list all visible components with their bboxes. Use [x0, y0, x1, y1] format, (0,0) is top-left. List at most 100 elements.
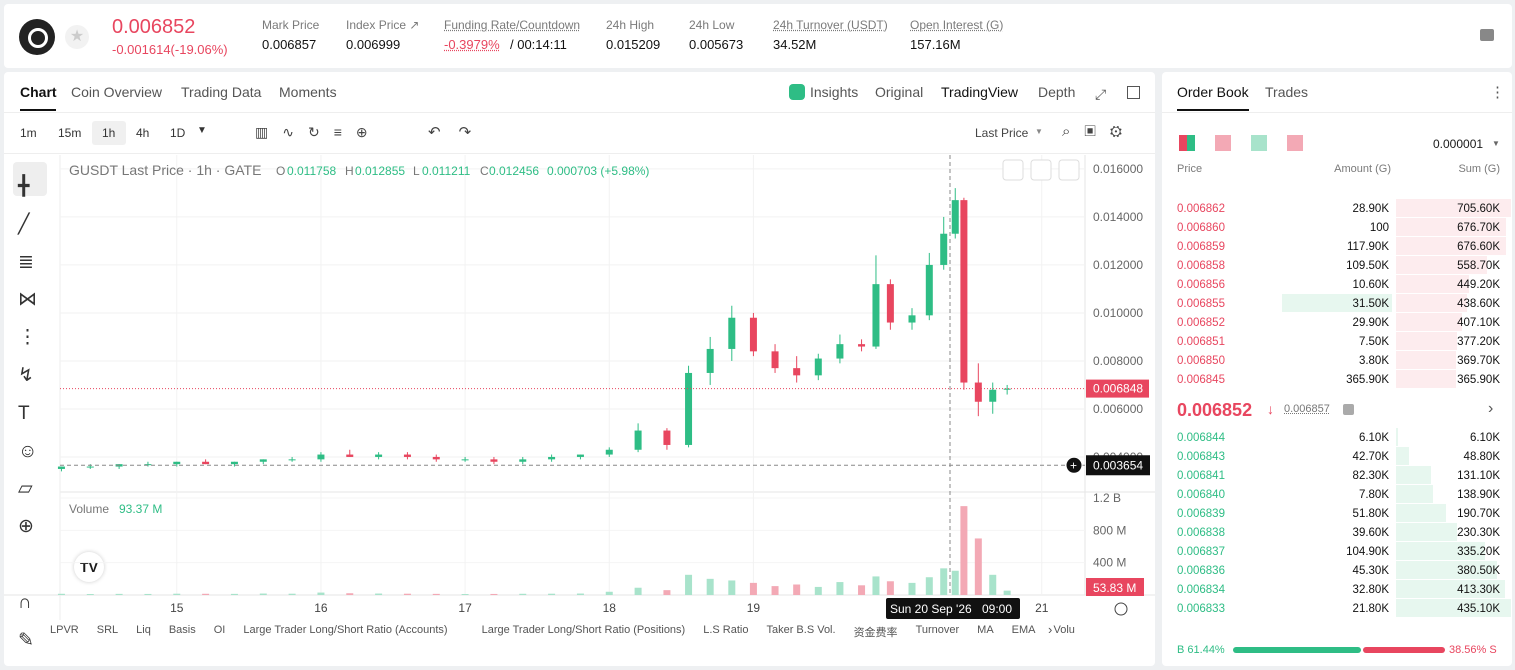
view-tab[interactable]: Depth — [1038, 84, 1076, 100]
divider — [1162, 112, 1512, 113]
book-sum: 435.10K — [1457, 603, 1500, 615]
dropdown-arrow[interactable]: ▼ — [197, 125, 207, 136]
indicator[interactable]: L.S Ratio — [703, 624, 749, 636]
indicator[interactable]: Liq — [136, 624, 151, 636]
indicator[interactable]: EMA — [1011, 624, 1036, 636]
volume-bar — [259, 593, 267, 595]
tab[interactable]: Trading Data — [181, 84, 262, 100]
indicator[interactable]: Volu — [1053, 624, 1075, 636]
book-sum: 407.10K — [1457, 317, 1500, 329]
candle-body — [317, 454, 325, 460]
dropdown-arrow[interactable]: ▼ — [1492, 139, 1500, 148]
dropdown-arrow[interactable]: ▼ — [1035, 127, 1043, 136]
depth-bar — [1396, 599, 1511, 617]
window-icon[interactable] — [1127, 86, 1140, 99]
interval[interactable]: 15m — [58, 126, 82, 140]
book-sum: 230.30K — [1457, 527, 1500, 539]
candle-body — [793, 368, 801, 376]
add-order — [1065, 456, 1083, 474]
interval[interactable]: 4h — [136, 126, 150, 140]
candle-body — [908, 315, 916, 323]
chart-tools[interactable]: ▥∿↻≡⊕ — [255, 124, 382, 140]
amount-highlight — [1282, 294, 1392, 312]
volume-bar — [115, 593, 123, 595]
tab[interactable]: Chart — [20, 84, 57, 100]
indicator[interactable]: Large Trader Long/Short Ratio (Positions… — [481, 624, 686, 636]
chart-actions[interactable]: ⌕▣⚙ — [1062, 123, 1136, 140]
indicator[interactable]: MA — [977, 624, 994, 636]
favorite-star[interactable]: ★ — [65, 25, 89, 49]
col-sum: Sum (G) — [1458, 163, 1500, 175]
book-sum: 449.20K — [1457, 279, 1500, 291]
indicator[interactable]: SRL — [96, 624, 119, 636]
view-modes[interactable] — [1179, 135, 1303, 151]
expand-icon[interactable]: ⤢ — [1095, 86, 1107, 102]
tool-active[interactable] — [13, 162, 47, 196]
candle-body — [685, 372, 693, 445]
book-price: 0.006841 — [1177, 470, 1225, 482]
volume-bar — [858, 585, 866, 595]
candle-body — [989, 389, 997, 402]
buy-pct: 61.44% — [1187, 644, 1225, 656]
stat-label: Index Price ↗ — [346, 18, 420, 32]
y-tick-label: 0.010000 — [1093, 306, 1143, 320]
stat-value: 157.16M — [910, 37, 961, 52]
depth-bar — [1396, 313, 1463, 331]
indicator[interactable]: LPVR — [50, 624, 79, 636]
book-amount: 82.30K — [1352, 470, 1389, 482]
sell-letter: S — [1489, 644, 1497, 656]
indicator[interactable]: OI — [213, 624, 226, 636]
more-icon[interactable]: ⋮ — [1490, 84, 1505, 101]
more-arrow[interactable]: › — [1488, 400, 1494, 417]
candle-body — [836, 344, 844, 359]
book-sum: 438.60K — [1457, 298, 1500, 310]
indicator[interactable]: Large Trader Long/Short Ratio (Accounts) — [243, 624, 448, 636]
header — [4, 4, 1512, 68]
interval[interactable]: 1h — [102, 126, 116, 140]
book-price: 0.006839 — [1177, 508, 1225, 520]
stat-label: 24h High — [606, 18, 655, 32]
stat-value: 34.52M — [773, 37, 817, 52]
trades-tab[interactable]: Trades — [1265, 84, 1309, 100]
stat-extra: / 00:14:11 — [510, 37, 567, 52]
interval[interactable]: 1D — [170, 126, 186, 140]
x-tick-label: 19 — [747, 601, 761, 615]
orderbook-tab[interactable]: Order Book — [1177, 84, 1249, 100]
view-tab[interactable]: TradingView — [941, 84, 1019, 100]
book-price: 0.006838 — [1177, 527, 1225, 539]
interval[interactable]: 1m — [20, 126, 37, 140]
last-volume-label: 53.83 M — [1093, 581, 1136, 595]
candle-body — [771, 351, 779, 369]
volume-bar — [872, 576, 880, 595]
drawing-tools[interactable]: ╋ ╱ ≣ ⋈ ⋮ ↯ T ☺ ▱ ⊕ ∩ ✎ — [18, 176, 38, 651]
candle-body — [858, 344, 866, 347]
settings-icon[interactable] — [1480, 29, 1494, 41]
book-price: 0.006850 — [1177, 355, 1225, 367]
price-type[interactable]: Last Price — [975, 126, 1029, 140]
view-tab[interactable]: Original — [875, 84, 924, 100]
y-tick-label: 0.008000 — [1093, 354, 1143, 368]
volume-bar — [663, 590, 671, 595]
tab[interactable]: Moments — [279, 84, 337, 100]
tab[interactable]: Coin Overview — [71, 84, 163, 100]
indicator[interactable]: Taker B.S Vol. — [766, 624, 836, 636]
volume-bar — [908, 582, 916, 595]
shield-icon — [1343, 404, 1354, 415]
undo-redo[interactable]: ↶↷ — [428, 124, 490, 141]
book-price: 0.006856 — [1177, 279, 1225, 291]
scroll-arrow[interactable]: › — [1048, 622, 1053, 637]
indicator[interactable]: Turnover — [915, 624, 960, 636]
indicator[interactable]: 资金费率 — [853, 627, 898, 639]
candle-body — [706, 348, 714, 373]
indicator[interactable]: Basis — [168, 624, 196, 636]
view-tab[interactable]: Insights — [810, 84, 859, 100]
precision[interactable]: 0.000001 — [1433, 137, 1484, 151]
depth-bar — [1396, 199, 1511, 217]
stat-value: 0.005673 — [689, 37, 744, 52]
book-price: 0.006840 — [1177, 489, 1225, 501]
book-sum: 190.70K — [1457, 508, 1500, 520]
stat-label: Open Interest (G) — [910, 18, 1004, 32]
candle-body — [461, 459, 469, 461]
depth-bar — [1396, 466, 1431, 484]
volume-bar — [836, 582, 844, 595]
